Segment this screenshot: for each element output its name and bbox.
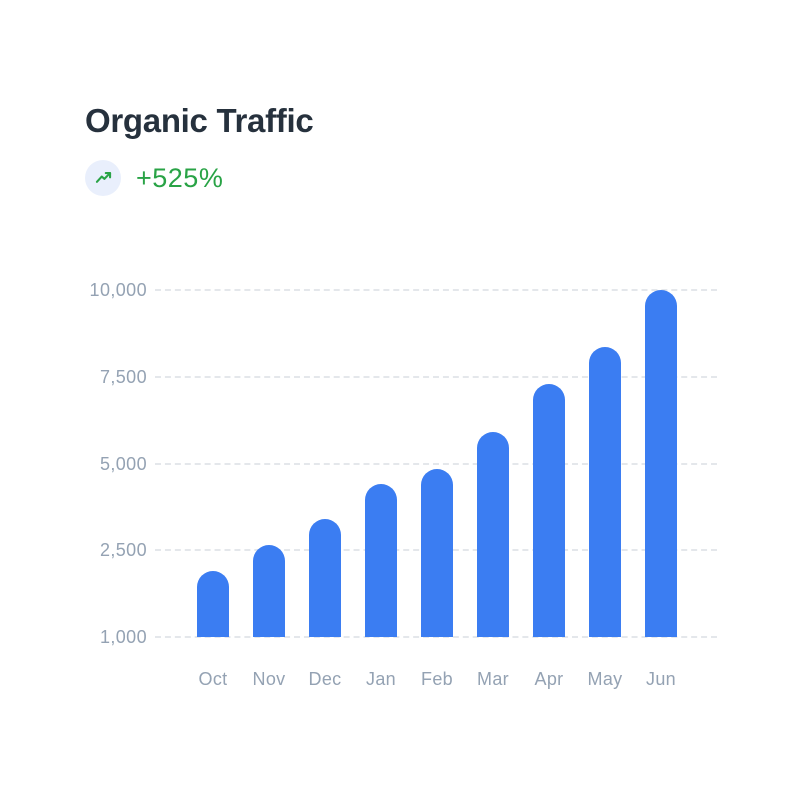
- bar-feb: [421, 468, 453, 637]
- x-axis-label: Jan: [366, 669, 396, 689]
- x-axis-label: Mar: [477, 669, 509, 689]
- y-axis-label: 7,500: [99, 366, 147, 387]
- page-title: Organic Traffic: [85, 102, 314, 139]
- y-axis-label: 10,000: [89, 280, 147, 300]
- x-axis-label: Nov: [252, 669, 286, 689]
- bar-dec: [309, 519, 341, 637]
- x-axis-label: Dec: [308, 669, 342, 689]
- x-axis-label: Apr: [534, 669, 564, 689]
- y-axis-label: 1,000: [99, 627, 147, 647]
- gridline: [155, 375, 717, 378]
- gridline: [155, 462, 717, 465]
- y-axis-label: 5,000: [99, 453, 147, 474]
- bar-may: [589, 347, 621, 637]
- bar-oct: [197, 570, 229, 637]
- x-axis-label: May: [587, 669, 623, 689]
- growth-value: +525%: [136, 162, 224, 193]
- bar-nov: [253, 545, 285, 637]
- plot-area: [155, 289, 717, 638]
- bar-apr: [533, 383, 565, 637]
- gridline: [155, 289, 717, 291]
- x-axis-label: Oct: [198, 669, 228, 689]
- bar-jun: [645, 290, 677, 637]
- y-axis-label: 2,500: [99, 540, 147, 561]
- x-axis-label: Feb: [421, 669, 453, 689]
- x-axis-label: Jun: [646, 669, 676, 689]
- growth-badge: +525%: [85, 160, 223, 196]
- bar-mar: [477, 432, 509, 637]
- trending-up-icon: [85, 160, 121, 196]
- bar-jan: [365, 484, 397, 637]
- gridline: [155, 636, 717, 638]
